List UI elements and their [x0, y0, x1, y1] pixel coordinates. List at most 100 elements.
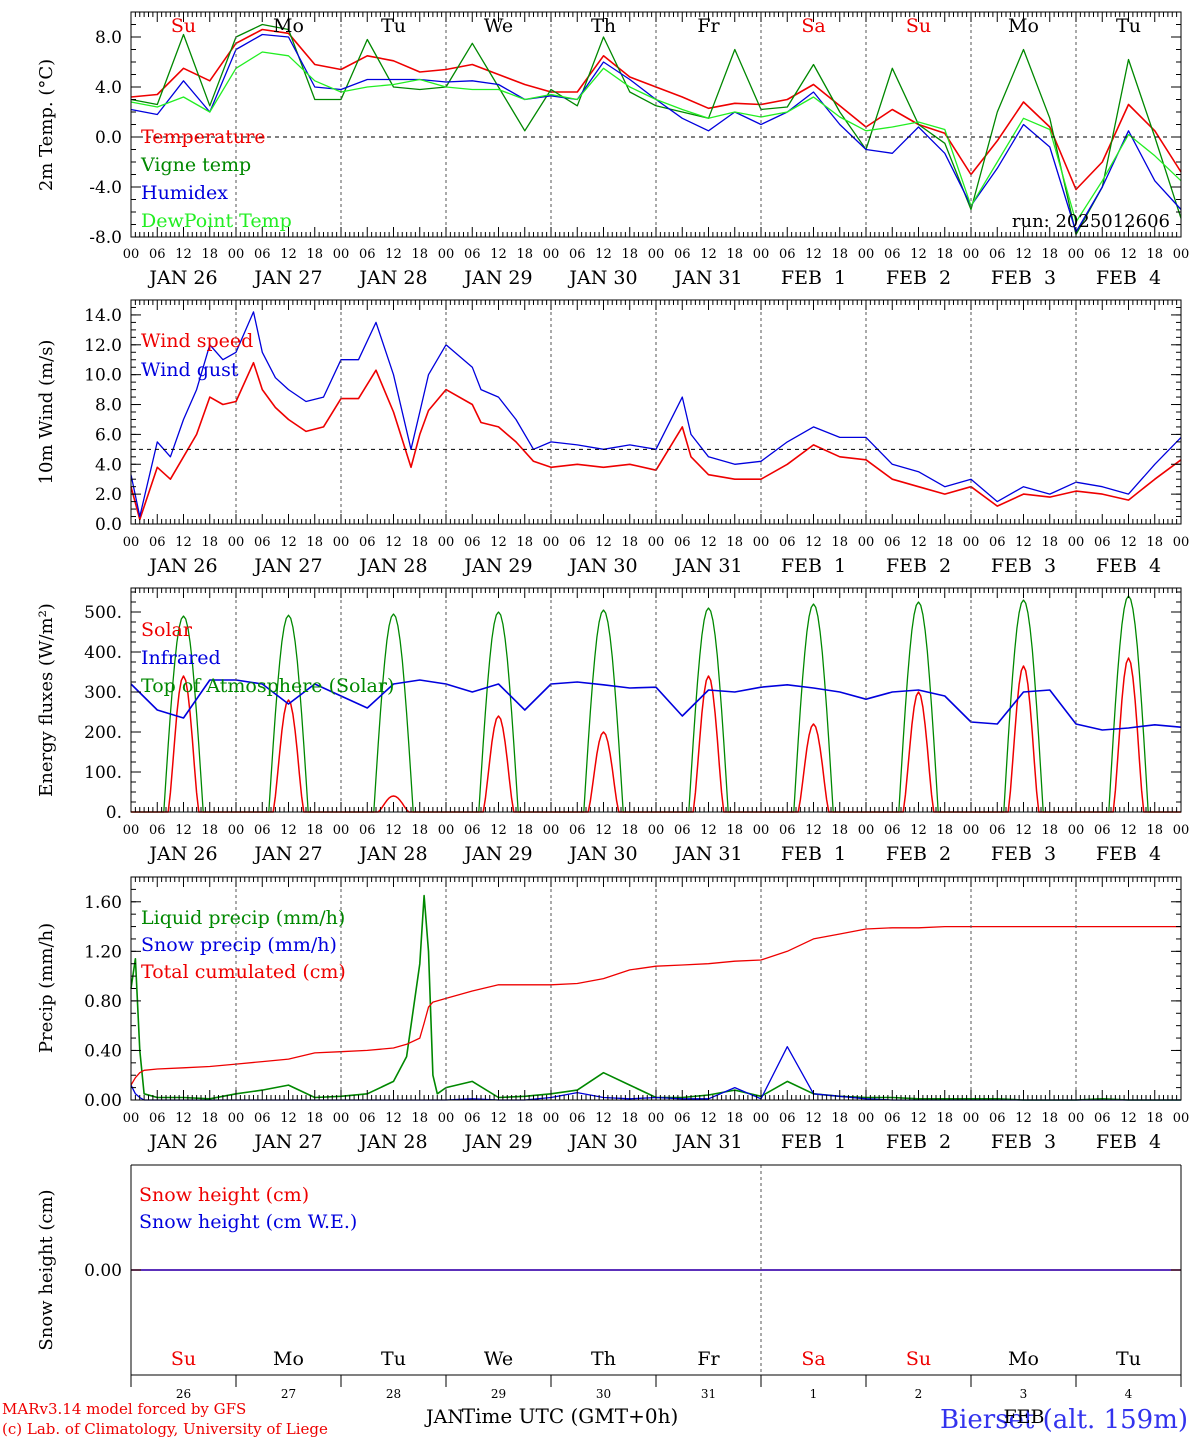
x-tick-label: 18 — [621, 535, 638, 550]
series-line-wind-speed — [130, 361, 1182, 521]
x-tick-label: 06 — [674, 535, 691, 550]
x-tick-label: 12 — [280, 1111, 297, 1126]
x-tick-label: 12 — [175, 247, 192, 262]
y-tick-label: 0.00 — [84, 1091, 122, 1111]
y-tick-label: -8.0 — [89, 228, 122, 248]
weekday-label: Th — [591, 1348, 616, 1370]
x-tick-label: 06 — [464, 535, 481, 550]
weekday-label: Mo — [273, 15, 304, 37]
y-axis-title: 10m Wind (m/s) — [36, 340, 57, 485]
y-tick-label: 2.0 — [95, 485, 122, 505]
x-tick-label: 18 — [1041, 247, 1058, 262]
x-tick-label: 06 — [569, 1111, 586, 1126]
x-tick-label: 18 — [831, 823, 848, 838]
x-day-label: JAN 31 — [672, 843, 742, 865]
x-tick-label: 00 — [1173, 247, 1190, 262]
x-tick-label: 12 — [910, 247, 927, 262]
x-tick-label: 00 — [123, 247, 140, 262]
x-tick-label: 18 — [1146, 1111, 1163, 1126]
x-tick-label: 00 — [438, 823, 455, 838]
x-tick-label: 00 — [543, 535, 560, 550]
x-tick-label: 12 — [595, 823, 612, 838]
x-tick-label: 00 — [438, 535, 455, 550]
x-tick-label: 00 — [1173, 535, 1190, 550]
weekday-label: Su — [906, 1348, 931, 1370]
x-tick-label: 00 — [1068, 823, 1085, 838]
weekday-label: We — [484, 15, 513, 37]
x-tick-label: 12 — [805, 1111, 822, 1126]
y-tick-label: -4.0 — [89, 178, 122, 198]
x-tick-label: 18 — [411, 823, 428, 838]
x-day-label: FEB 4 — [1096, 555, 1161, 577]
x-tick-label: 00 — [1068, 247, 1085, 262]
x-tick-label: 06 — [884, 823, 901, 838]
weekday-label: Su — [171, 1348, 196, 1370]
month-label-feb: FEB — [1003, 1406, 1044, 1428]
x-tick-label: 12 — [1120, 535, 1137, 550]
x-tick-label: 06 — [464, 1111, 481, 1126]
x-day-label: FEB 3 — [991, 843, 1056, 865]
x-tick-label: 00 — [858, 1111, 875, 1126]
x-tick-label: 12 — [805, 535, 822, 550]
x-tick-label: 00 — [753, 823, 770, 838]
x-tick-label: 06 — [569, 535, 586, 550]
x-day-label: JAN 29 — [462, 267, 532, 289]
x-tick-label: 06 — [779, 823, 796, 838]
x-tick-label: 18 — [936, 823, 953, 838]
legend-entry: Wind speed — [141, 330, 253, 352]
x-tick-label: 18 — [621, 823, 638, 838]
x-tick-label: 12 — [490, 823, 507, 838]
weekday-label: Su — [906, 15, 931, 37]
x-tick-label: 06 — [569, 247, 586, 262]
x-tick-label: 06 — [359, 823, 376, 838]
x-tick-label: 12 — [1120, 247, 1137, 262]
x-tick-label: 18 — [1041, 823, 1058, 838]
x-day-label: FEB 1 — [781, 267, 846, 289]
x-tick-label: 12 — [175, 1111, 192, 1126]
x-tick-label: 06 — [1094, 823, 1111, 838]
x-tick-label: 12 — [595, 1111, 612, 1126]
x-tick-label: 00 — [228, 1111, 245, 1126]
x-tick-label: 00 — [753, 1111, 770, 1126]
x-tick-label: 12 — [595, 535, 612, 550]
x-day-label: JAN 29 — [462, 843, 532, 865]
x-tick-label: 06 — [149, 1111, 166, 1126]
y-tick-label: 500. — [84, 603, 122, 623]
x-tick-label: 00 — [648, 535, 665, 550]
x-day-label: JAN 30 — [567, 1131, 637, 1153]
x-day-label: FEB 2 — [886, 267, 951, 289]
x-tick-label: 12 — [805, 247, 822, 262]
x-tick-label: 06 — [1094, 1111, 1111, 1126]
x-tick-label: 00 — [1068, 1111, 1085, 1126]
x-tick-label: 06 — [989, 823, 1006, 838]
run-label: run: 2025012606 — [1012, 211, 1170, 232]
y-tick-label: 0.40 — [84, 1041, 122, 1061]
weekday-label: We — [484, 1348, 513, 1370]
y-tick-label: 0.00 — [84, 1261, 122, 1281]
x-tick-label: 00 — [963, 535, 980, 550]
weekday-label: Tu — [381, 15, 406, 37]
x-day-label: JAN 29 — [462, 1131, 532, 1153]
y-tick-label: 300. — [84, 683, 122, 703]
x-tick-label: 18 — [201, 247, 218, 262]
x-tick-label: 18 — [306, 247, 323, 262]
x-tick-label: 06 — [884, 247, 901, 262]
x-tick-label: 06 — [254, 535, 271, 550]
x-tick-label: 12 — [1015, 247, 1032, 262]
x-tick-label: 12 — [805, 823, 822, 838]
x-tick-label: 00 — [543, 1111, 560, 1126]
legend-entry: Snow precip (mm/h) — [141, 934, 337, 956]
x-tick-label: 06 — [569, 823, 586, 838]
day-number-label: 2 — [915, 1387, 923, 1401]
x-tick-label: 06 — [884, 535, 901, 550]
x-day-label: JAN 27 — [252, 843, 322, 865]
x-axis-title: Time UTC (GMT+0h) — [462, 1404, 679, 1428]
x-tick-label: 06 — [149, 823, 166, 838]
y-tick-label: 400. — [84, 643, 122, 663]
legend-entry: Wind gust — [141, 359, 239, 381]
x-tick-label: 06 — [779, 1111, 796, 1126]
x-tick-label: 00 — [543, 823, 560, 838]
model-credit: MARv3.14 model forced by GFS — [2, 1400, 246, 1418]
day-number-label: 31 — [701, 1387, 716, 1401]
